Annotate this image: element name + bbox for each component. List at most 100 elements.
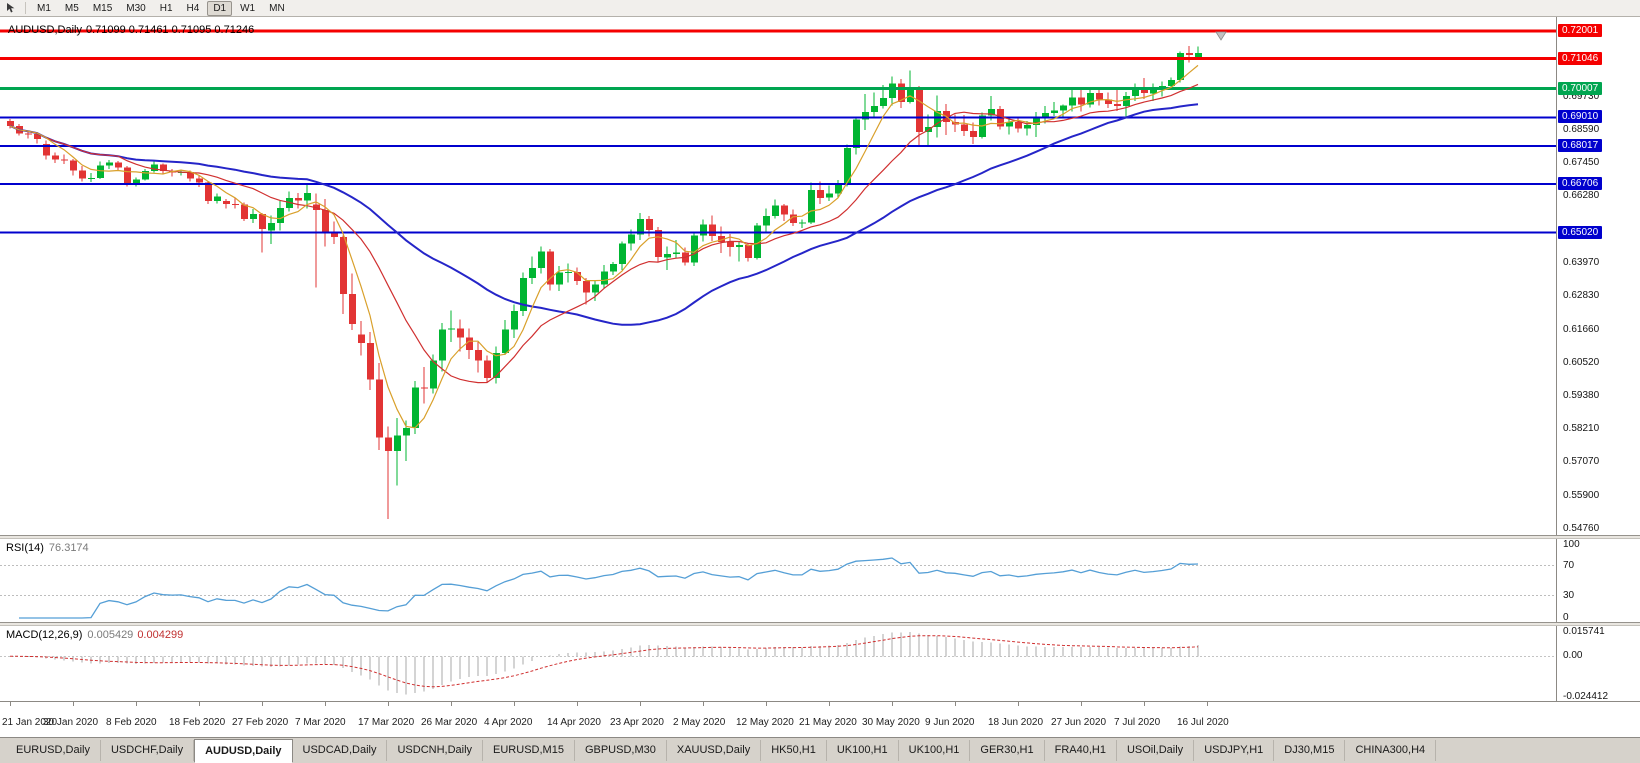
candle-body [610,264,617,272]
price-scale[interactable]: 0.69730 0.68590 0.67450 0.66280 0.63970 0.628… [1556,17,1640,535]
candle-body [88,178,95,180]
chart-tab-china300-h4[interactable]: CHINA300,H4 [1345,740,1437,761]
chart-tab-usoil-daily[interactable]: USOil,Daily [1117,740,1195,761]
chart-tab-eurusd-daily[interactable]: EURUSD,Daily [6,740,101,761]
chart-tab-dj30-m15[interactable]: DJ30,M15 [1274,740,1346,761]
candle-body [1177,52,1184,81]
timeframe-button-H1[interactable]: H1 [159,2,173,14]
macd-scale-label: 0.00 [1563,650,1583,661]
candle-body [1150,90,1157,94]
price-level-badge: 0.70007 [1558,82,1603,95]
candle-body [304,193,311,201]
candle-body [295,197,302,201]
timeframe-button-W1[interactable]: W1 [240,2,256,14]
timeframe-button-H4[interactable]: H4 [186,2,200,14]
price-chart-canvas[interactable]: AUDUSD,Daily 0.71099 0.71461 0.71095 0.71… [0,17,1556,535]
timeframe-button-M30[interactable]: M30 [126,2,146,14]
chart-tab-usdcad-daily[interactable]: USDCAD,Daily [293,740,388,761]
time-axis-tick [1207,702,1208,706]
price-scale-label: 0.55900 [1563,490,1600,501]
chart-tab-uk100-h1[interactable]: UK100,H1 [827,740,899,761]
time-axis-label: 18 Jun 2020 [988,717,1044,728]
timeframe-button-M1[interactable]: M1 [37,2,51,14]
time-axis-label: 8 Feb 2020 [106,717,157,728]
candle-body [142,170,149,180]
candle-body [61,159,68,161]
timeframe-button-D1[interactable]: D1 [207,0,233,16]
time-axis-tick [73,702,74,706]
candle-body [844,147,851,185]
panel-divider[interactable] [0,622,1640,626]
candle-body [1132,88,1139,97]
candle-body [988,109,995,116]
timeframe-button-M5[interactable]: M5 [64,2,79,14]
candle-body [133,179,140,184]
candle-body [430,360,437,389]
candle-body [709,224,716,237]
time-axis-tick [451,702,452,706]
chart-tab-usdchf-daily[interactable]: USDCHF,Daily [101,740,195,761]
candle-body [817,190,824,198]
candle-body [799,222,806,224]
chart-tab-bar: EURUSD,Daily USDCHF,Daily AUDUSD,Daily USDC… [0,737,1640,763]
candle-body [25,133,32,135]
chart-tab-fra40-h1[interactable]: FRA40,H1 [1045,740,1117,761]
time-axis-tick [703,702,704,706]
time-axis-label: 27 Jun 2020 [1051,717,1107,728]
candle-body [664,254,671,258]
time-axis-tick [1144,702,1145,706]
macd-scale[interactable]: 0.015741 0.00 -0.024412 [1556,626,1640,701]
candle-body [340,237,347,294]
chart-tab-hk50-h1[interactable]: HK50,H1 [761,740,827,761]
rsi-canvas[interactable]: RSI(14) 76.3174 [0,539,1556,622]
ma-mid-line [9,83,1199,384]
timeframe-button-M15[interactable]: M15 [92,2,113,14]
time-axis-tick [136,702,137,706]
panel-divider[interactable] [0,535,1640,539]
cursor-tool-icon[interactable] [3,1,21,15]
candle-body [493,352,500,379]
candle-body [79,170,86,179]
candle-body [520,278,527,312]
candle-body [367,343,374,380]
candle-body [466,337,473,351]
time-axis-label: 4 Apr 2020 [484,717,533,728]
chart-tab-eurusd-m15[interactable]: EURUSD,M15 [483,740,575,761]
chart-shift-marker[interactable] [1215,31,1227,41]
candle-body [448,328,455,330]
candle-body [241,204,248,220]
toolbar-divider [25,2,26,14]
chart-tab-audusd-daily[interactable]: AUDUSD,Daily [194,739,293,763]
time-axis-tick [766,702,767,706]
candle-body [403,428,410,436]
time-axis-label: 27 Feb 2020 [232,717,289,728]
chart-tab-usdjpy-h1[interactable]: USDJPY,H1 [1194,740,1275,761]
candle-body [691,235,698,263]
time-axis-label: 21 Jan 2020 [2,717,58,728]
chart-tab-usdcnh-daily[interactable]: USDCNH,Daily [387,740,484,761]
price-scale-label: 0.66280 [1563,190,1600,201]
timeframe-button-MN[interactable]: MN [269,2,285,14]
candle-body [1114,103,1121,107]
price-scale-label: 0.68590 [1563,124,1600,135]
rsi-scale[interactable]: 100 70 30 0 [1556,539,1640,622]
time-axis[interactable]: 21 Jan 2020 30 Jan 2020 8 Feb 2020 18 Feb 2… [0,701,1640,737]
macd-canvas[interactable]: MACD(12,26,9) 0.005429 0.004299 [0,626,1556,701]
candle-body [673,252,680,254]
candle-body [502,329,509,353]
macd-signal-value: 0.004299 [137,629,184,641]
candle-body [358,334,365,343]
candle-body [214,196,221,202]
price-scale-label: 0.62830 [1563,290,1600,301]
candle-body [763,215,770,226]
ma-slow-line [9,103,1199,326]
chart-tab-gbpusd-m30[interactable]: GBPUSD,M30 [575,740,667,761]
chart-tab-uk100-h1[interactable]: UK100,H1 [899,740,971,761]
time-axis-label: 7 Jul 2020 [1114,717,1161,728]
time-axis-label: 14 Apr 2020 [547,717,601,728]
chart-tab-ger30-h1[interactable]: GER30,H1 [970,740,1045,761]
chart-tab-xauusd-daily[interactable]: XAUUSD,Daily [667,740,762,761]
macd-name: MACD(12,26,9) [6,629,83,641]
candle-body [1006,121,1013,127]
